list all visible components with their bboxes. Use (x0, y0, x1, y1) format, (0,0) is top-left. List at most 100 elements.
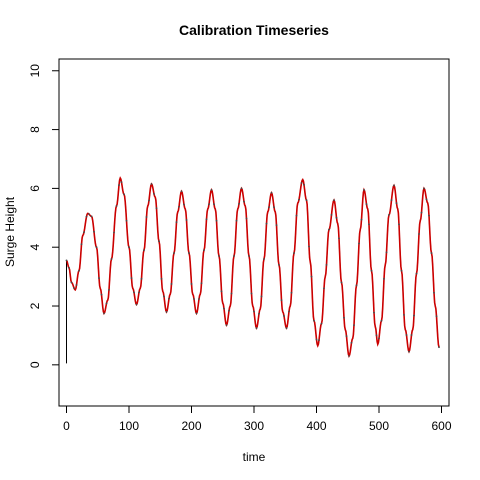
data-point (103, 312, 105, 315)
data-point (95, 246, 98, 249)
x-tick-label: 500 (369, 419, 389, 433)
data-point (265, 222, 268, 225)
data-point (405, 334, 408, 336)
data-point (205, 218, 208, 221)
data-point (185, 219, 188, 221)
data-point (328, 228, 330, 231)
data-point (395, 202, 398, 204)
data-point (200, 282, 203, 285)
data-point (80, 243, 83, 246)
data-point (295, 214, 298, 217)
data-point (90, 215, 93, 218)
data-point (198, 298, 200, 300)
data-point (275, 224, 278, 227)
data-point (415, 272, 418, 275)
data-point (420, 211, 423, 214)
data-point (298, 198, 300, 201)
data-point (235, 219, 238, 222)
data-point (330, 213, 333, 216)
data-point (305, 199, 308, 202)
data-point (138, 291, 140, 294)
data-point (165, 311, 168, 313)
y-tick-label: 10 (28, 64, 42, 78)
y-axis-label: Surge Height (3, 196, 17, 267)
data-point (88, 213, 90, 216)
data-point (175, 221, 178, 224)
data-point (283, 315, 285, 317)
data-point (160, 277, 163, 280)
data-point (170, 283, 173, 285)
data-point (148, 199, 150, 202)
data-point (223, 307, 225, 310)
data-point (98, 277, 100, 279)
x-tick-label: 100 (119, 419, 139, 433)
data-point (343, 316, 345, 319)
data-point (70, 281, 73, 284)
data-point (403, 313, 405, 316)
data-point (270, 191, 273, 194)
data-point (180, 190, 183, 193)
data-point (128, 246, 130, 249)
data-point (183, 203, 185, 206)
data-point (133, 291, 135, 294)
data-point (335, 216, 338, 219)
data-point (75, 284, 78, 286)
data-point (385, 251, 388, 254)
y-tick-label: 4 (28, 244, 42, 251)
data-point (370, 269, 373, 272)
data-point (308, 245, 310, 248)
data-point (278, 263, 280, 266)
data-point (190, 283, 193, 285)
data-point (225, 324, 228, 327)
data-point (313, 319, 315, 322)
data-point (333, 199, 335, 202)
data-point (248, 255, 250, 257)
plot-frame (58, 58, 450, 407)
data-point (290, 291, 293, 294)
data-point (318, 339, 320, 342)
data-point (435, 315, 438, 318)
data-point (73, 287, 75, 289)
data-point (268, 206, 270, 209)
data-point (320, 322, 323, 325)
data-point (238, 202, 240, 205)
data-point (355, 284, 358, 287)
x-tick-label: 200 (181, 419, 201, 433)
data-point (195, 312, 198, 315)
data-point (140, 277, 143, 280)
data-point (145, 216, 148, 218)
data-point (273, 206, 275, 209)
data-point (260, 295, 263, 298)
data-point (285, 327, 288, 329)
data-point (220, 290, 223, 293)
data-point (173, 252, 175, 254)
data-point (375, 334, 378, 337)
data-point (150, 183, 153, 185)
data-point (380, 319, 383, 322)
x-tick-label: 300 (244, 419, 264, 433)
data-point (78, 269, 80, 272)
data-point (425, 198, 428, 201)
data-point (293, 252, 295, 254)
data-point (433, 291, 435, 294)
data-point (130, 277, 133, 279)
data-point (105, 302, 108, 305)
data-point (428, 214, 430, 217)
data-point (233, 255, 235, 257)
data-point (388, 213, 390, 216)
data-point (365, 203, 368, 206)
data-point (258, 312, 260, 315)
y-tick-label: 2 (28, 302, 42, 309)
data-point (378, 337, 380, 340)
data-point (100, 293, 103, 296)
data-point (113, 231, 115, 234)
data-point (310, 275, 313, 278)
data-point (218, 255, 220, 257)
data-point (120, 181, 123, 184)
data-point (110, 258, 113, 260)
y-tick-label: 8 (28, 126, 42, 133)
data-point (178, 205, 180, 208)
data-point (373, 311, 375, 314)
data-point (348, 355, 350, 357)
data-point (83, 231, 85, 234)
